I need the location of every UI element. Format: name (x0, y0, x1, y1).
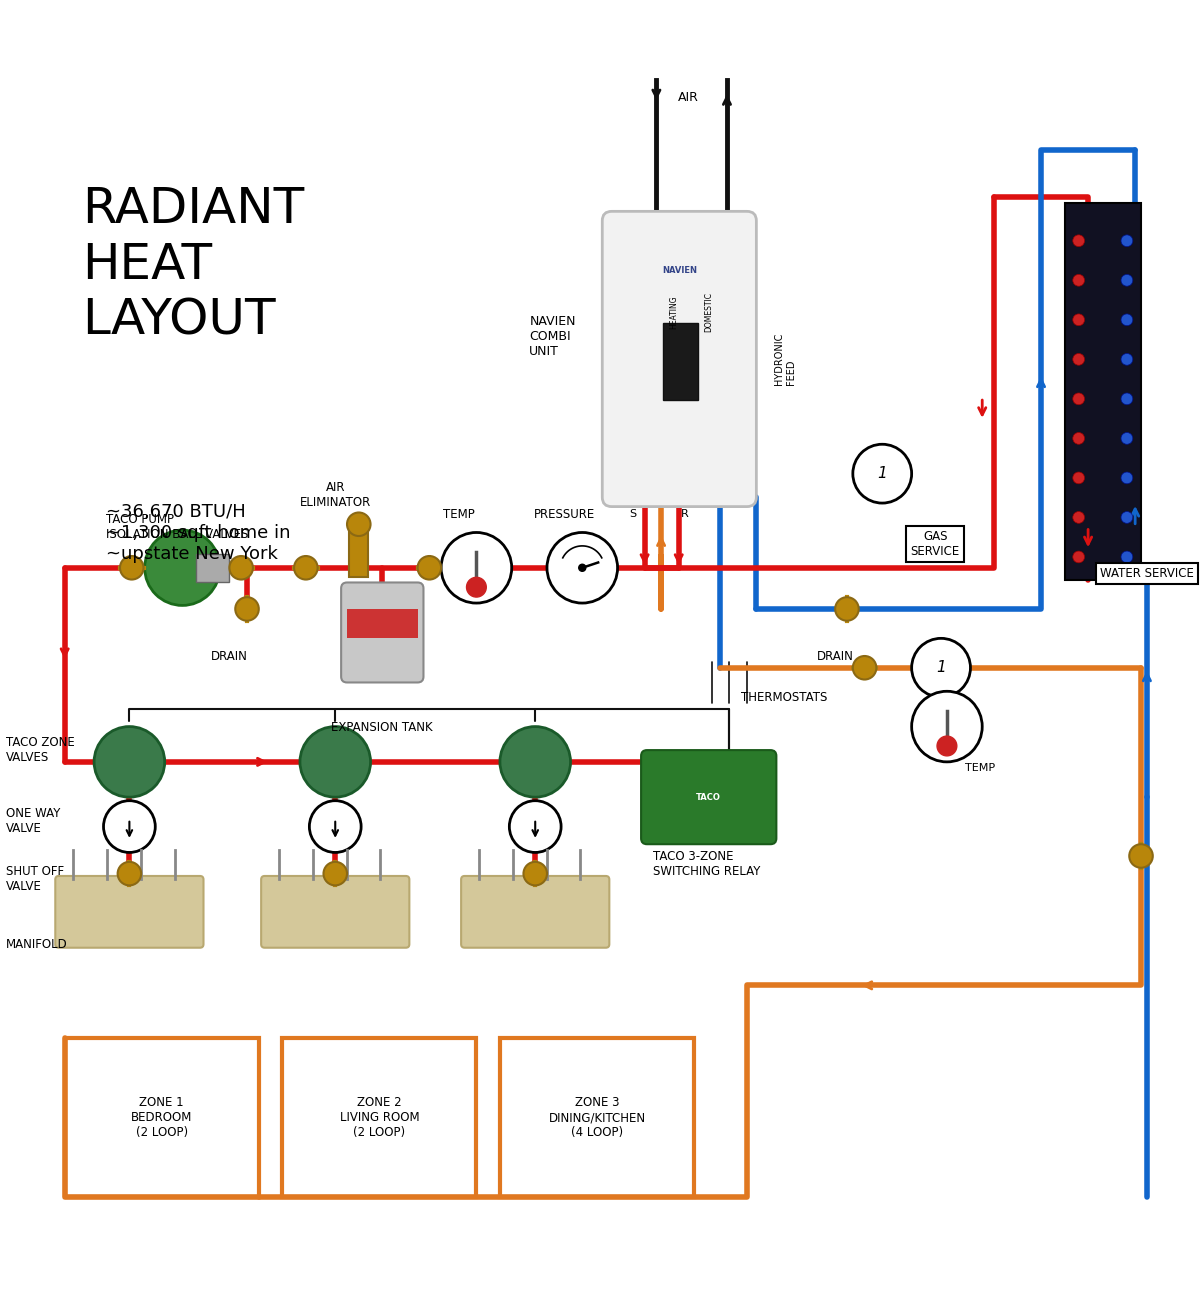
Circle shape (103, 800, 155, 853)
Text: PRESSURE: PRESSURE (534, 508, 595, 521)
Circle shape (1129, 844, 1153, 867)
Circle shape (509, 800, 562, 853)
Text: RADIANT
HEAT
LAYOUT: RADIANT HEAT LAYOUT (83, 185, 305, 345)
Circle shape (1121, 512, 1133, 523)
Circle shape (1121, 472, 1133, 484)
Bar (1064, 203, 1141, 580)
FancyBboxPatch shape (341, 583, 424, 682)
Text: ONE WAY
VALVE: ONE WAY VALVE (6, 807, 60, 834)
Bar (349, 530, 368, 577)
Text: EXPANSION TANK: EXPANSION TANK (331, 720, 433, 733)
FancyBboxPatch shape (602, 211, 756, 506)
Circle shape (937, 736, 956, 756)
Circle shape (418, 556, 442, 580)
FancyBboxPatch shape (641, 750, 776, 844)
Circle shape (229, 556, 253, 580)
Circle shape (1121, 314, 1133, 325)
Circle shape (1073, 274, 1085, 286)
Text: ZONE 1
BEDROOM
(2 LOOP): ZONE 1 BEDROOM (2 LOOP) (131, 1097, 192, 1139)
Circle shape (324, 862, 347, 886)
Text: NAVIEN: NAVIEN (662, 266, 697, 276)
Circle shape (1073, 394, 1085, 404)
Text: TEMP: TEMP (443, 508, 475, 521)
Text: ZONE 2
LIVING ROOM
(2 LOOP): ZONE 2 LIVING ROOM (2 LOOP) (340, 1097, 419, 1139)
Text: HEATING: HEATING (668, 295, 678, 329)
Circle shape (1073, 235, 1085, 247)
Text: MANIFOLD: MANIFOLD (6, 938, 67, 951)
Circle shape (912, 639, 971, 697)
Text: DOMESTIC: DOMESTIC (704, 293, 713, 332)
Circle shape (235, 597, 259, 621)
Circle shape (300, 727, 371, 798)
Bar (197, 554, 229, 583)
Text: DRAIN: DRAIN (817, 651, 853, 663)
Circle shape (1121, 353, 1133, 365)
Bar (347, 609, 418, 639)
Bar (664, 323, 698, 400)
Circle shape (1121, 394, 1133, 404)
Circle shape (1073, 353, 1085, 365)
Circle shape (347, 513, 371, 537)
Text: 1: 1 (936, 660, 946, 676)
Text: SHUT OFF
VALVE: SHUT OFF VALVE (6, 866, 64, 893)
Text: TACO PUMP
ISOLATION BALL VALVES: TACO PUMP ISOLATION BALL VALVES (106, 513, 248, 541)
Circle shape (912, 691, 983, 762)
Circle shape (118, 862, 142, 886)
Circle shape (1073, 314, 1085, 325)
Circle shape (500, 727, 570, 798)
Circle shape (1121, 274, 1133, 286)
Text: S: S (629, 509, 636, 520)
Text: ZONE 3
DINING/KITCHEN
(4 LOOP): ZONE 3 DINING/KITCHEN (4 LOOP) (548, 1097, 646, 1139)
Circle shape (853, 656, 876, 680)
Text: AIR
ELIMINATOR: AIR ELIMINATOR (300, 482, 371, 509)
Text: AIR: AIR (678, 91, 698, 104)
Circle shape (94, 727, 164, 798)
Circle shape (467, 577, 486, 597)
Text: THERMOSTATS: THERMOSTATS (742, 690, 828, 703)
Bar (65, 1038, 259, 1197)
Circle shape (1073, 472, 1085, 484)
Text: GAS
SERVICE: GAS SERVICE (911, 530, 960, 558)
Circle shape (120, 556, 144, 580)
Bar (282, 1038, 476, 1197)
Circle shape (294, 556, 318, 580)
Circle shape (1073, 551, 1085, 563)
FancyBboxPatch shape (55, 876, 204, 947)
Circle shape (853, 445, 912, 502)
Circle shape (578, 564, 586, 571)
Text: ~36,670 BTU/H
~1,300 sqft home in
~upstate New York: ~36,670 BTU/H ~1,300 sqft home in ~upsta… (106, 502, 290, 563)
Circle shape (1121, 235, 1133, 247)
Bar (500, 1038, 694, 1197)
Circle shape (1121, 433, 1133, 445)
Circle shape (1073, 512, 1085, 523)
Text: DRAIN: DRAIN (211, 651, 248, 663)
Circle shape (442, 533, 511, 604)
Circle shape (145, 530, 220, 605)
FancyBboxPatch shape (262, 876, 409, 947)
Circle shape (523, 862, 547, 886)
Text: TACO: TACO (696, 792, 721, 802)
Circle shape (835, 597, 859, 621)
Circle shape (547, 533, 618, 604)
Circle shape (310, 800, 361, 853)
Text: R: R (680, 509, 689, 520)
Text: TACO 3-ZONE
SWITCHING RELAY: TACO 3-ZONE SWITCHING RELAY (653, 850, 761, 878)
Circle shape (1121, 551, 1133, 563)
Circle shape (1073, 433, 1085, 445)
FancyBboxPatch shape (461, 876, 610, 947)
Text: TEMP: TEMP (965, 762, 995, 773)
Text: TACO ZONE
VALVES: TACO ZONE VALVES (6, 736, 74, 764)
Text: WATER SERVICE: WATER SERVICE (1100, 567, 1194, 580)
Text: HYDRONIC
FEED: HYDRONIC FEED (774, 333, 796, 386)
Text: NAVIEN
COMBI
UNIT: NAVIEN COMBI UNIT (529, 315, 576, 358)
Text: 1: 1 (877, 466, 887, 482)
